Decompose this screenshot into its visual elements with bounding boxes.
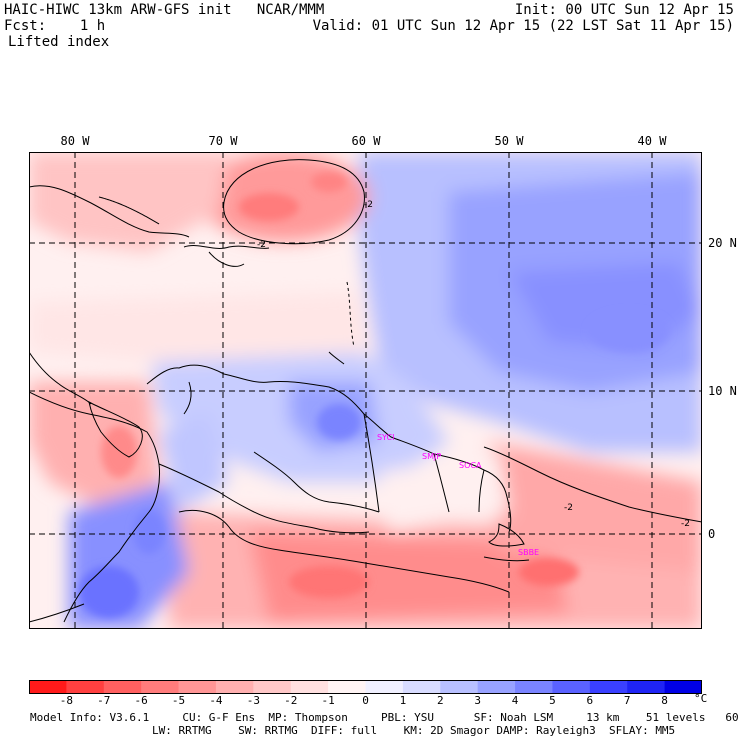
- colorbar-unit: °C: [694, 692, 708, 705]
- contour-label: -2: [257, 240, 266, 250]
- contour-lines: [88, 159, 702, 593]
- model-info-line-1: Model Info: V3.6.1 CU: G-F Ens MP: Thomp…: [30, 711, 740, 724]
- lat-lon-grid: [29, 152, 702, 629]
- colorbar-swatch: [215, 680, 254, 694]
- colorbar-swatch: [477, 680, 516, 694]
- field-name: Lifted index: [8, 34, 110, 50]
- colorbar-tick-label: 4: [511, 694, 519, 707]
- colorbar: [29, 680, 702, 694]
- colorbar-tick-label: -8: [59, 694, 73, 707]
- country-label-soca: SOCA: [459, 461, 482, 470]
- model-info-line-2: LW: RRTMG SW: RRTMG DIFF: full KM: 2D Sm…: [152, 724, 676, 737]
- forecast-hour: Fcst: 1 h: [4, 18, 106, 34]
- colorbar-tick-label: -2: [284, 694, 298, 707]
- colorbar-tick-label: 1: [399, 694, 407, 707]
- shading-layer: [29, 152, 702, 629]
- map-frame: [29, 152, 702, 629]
- colorbar-swatch: [178, 680, 217, 694]
- colorbar-swatch: [103, 680, 142, 694]
- colorbar-tick-label: -1: [321, 694, 335, 707]
- colorbar-swatch: [515, 680, 553, 694]
- lon-label-40w: 40 W: [637, 134, 667, 148]
- colorbar-swatch: [402, 680, 441, 694]
- colorbar-tick-label: 0: [362, 694, 369, 707]
- colorbar-tick-label: -7: [97, 694, 111, 707]
- colorbar-swatch: [253, 680, 292, 694]
- lat-label-0: 0: [708, 527, 716, 541]
- colorbar-swatch: [29, 680, 67, 694]
- colorbar-tick-label: 5: [549, 694, 556, 707]
- lon-label-80w: 80 W: [60, 134, 90, 148]
- lifted-index-map: -2 -2 -2 -2 SYCI SMJP SOCA SBBE: [29, 152, 702, 629]
- colorbar-tick-label: -5: [171, 694, 186, 707]
- colorbar-swatch: [66, 680, 105, 694]
- colorbar-tick-label: 2: [436, 694, 444, 707]
- colorbar-swatch: [328, 680, 366, 694]
- contour-label: -2: [681, 519, 690, 529]
- coastlines: [29, 185, 530, 623]
- contour-label: -2: [364, 200, 373, 210]
- init-time: Init: 00 UTC Sun 12 Apr 15: [514, 2, 734, 18]
- colorbar-tick-label: -4: [209, 694, 223, 707]
- colorbar-swatch: [290, 680, 329, 694]
- colorbar-swatch: [365, 680, 404, 694]
- country-label-smjp: SMJP: [422, 452, 441, 461]
- country-label-sbbe: SBBE: [518, 548, 539, 557]
- colorbar-swatch: [589, 680, 628, 694]
- colorbar-swatch: [552, 680, 591, 694]
- colorbar-tick-label: 7: [623, 694, 631, 707]
- lat-label-10n: 10 N: [708, 384, 737, 398]
- plot-title: HAIC-HIWC 13km ARW-GFS init NCAR/MMM: [4, 2, 325, 18]
- colorbar-swatch: [627, 680, 666, 694]
- contour-label: -2: [564, 503, 573, 513]
- lon-label-60w: 60 W: [351, 134, 381, 148]
- colorbar-tick-label: -6: [134, 694, 148, 707]
- lon-label-50w: 50 W: [494, 134, 524, 148]
- colorbar-swatch: [440, 680, 479, 694]
- colorbar-swatch: [664, 680, 702, 694]
- lat-label-20n: 20 N: [708, 236, 737, 250]
- valid-time: Valid: 01 UTC Sun 12 Apr 15 (22 LST Sat …: [312, 18, 734, 34]
- lon-label-70w: 70 W: [208, 134, 238, 148]
- colorbar-tick-label: 3: [474, 694, 481, 707]
- colorbar-tick-label: 8: [661, 694, 668, 707]
- colorbar-border: [29, 680, 702, 694]
- country-label-syci: SYCI: [377, 433, 394, 442]
- colorbar-tick-label: 6: [586, 694, 594, 707]
- colorbar-tick-label: -3: [246, 694, 260, 707]
- colorbar-swatch: [141, 680, 180, 694]
